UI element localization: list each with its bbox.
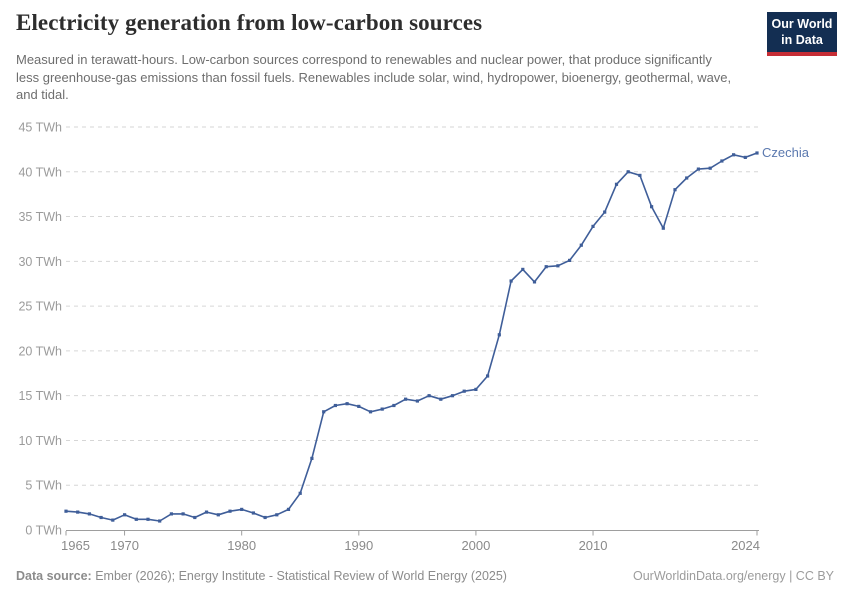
data-source-label: Data source: [16, 569, 92, 583]
data-point [638, 173, 642, 177]
data-point [322, 410, 326, 414]
data-source: Data source: Ember (2026); Energy Instit… [16, 569, 507, 583]
data-point [146, 517, 150, 521]
data-point [720, 159, 724, 163]
czechia-line [65, 152, 758, 522]
data-point [310, 456, 314, 460]
data-point [626, 170, 630, 174]
chart-footer: Data source: Ember (2026); Energy Instit… [16, 569, 834, 583]
data-source-text: Ember (2026); Energy Institute - Statist… [95, 569, 507, 583]
data-point [462, 389, 466, 393]
data-point [614, 182, 619, 186]
data-point [169, 512, 173, 516]
y-axis-label: 0 TWh [25, 524, 62, 538]
data-point [755, 151, 759, 155]
data-point [204, 510, 209, 514]
owid-logo-line2: in Data [781, 32, 823, 47]
data-point [650, 205, 654, 209]
y-axis-label: 45 TWh [18, 121, 62, 135]
data-point [743, 155, 747, 159]
data-point [251, 511, 255, 515]
y-axis-label: 35 TWh [18, 210, 62, 224]
data-point [427, 394, 431, 398]
data-point [123, 513, 127, 517]
data-point [556, 264, 560, 268]
data-point [333, 403, 337, 408]
data-point [134, 517, 138, 521]
x-axis-label: 1965 [61, 538, 90, 553]
data-point [591, 224, 595, 228]
data-point [732, 153, 736, 157]
data-point [275, 513, 279, 517]
data-point [603, 210, 607, 214]
data-point [240, 507, 244, 511]
owid-logo[interactable]: Our World in Data [767, 12, 837, 57]
data-point [298, 491, 302, 495]
x-axis-label: 2000 [461, 538, 490, 553]
data-point [532, 280, 537, 284]
data-point [99, 515, 103, 520]
y-axis-label: 40 TWh [18, 165, 62, 179]
series-label-czechia[interactable]: Czechia [762, 145, 809, 161]
x-axis-label: 1980 [227, 538, 256, 553]
data-point [158, 519, 162, 523]
data-point [708, 166, 712, 170]
data-point [474, 387, 478, 391]
data-point [685, 176, 689, 180]
owid-logo-line1: Our World [771, 17, 833, 31]
y-axis-label: 10 TWh [18, 434, 62, 448]
data-point [286, 507, 291, 511]
data-point [345, 402, 349, 406]
data-point [357, 404, 361, 408]
y-axis-label: 30 TWh [18, 255, 62, 269]
data-point [415, 399, 419, 403]
data-point [181, 512, 185, 516]
data-point [673, 188, 677, 192]
data-point [263, 515, 267, 520]
data-point [544, 265, 548, 269]
y-axis-label: 20 TWh [18, 344, 62, 358]
data-point [509, 279, 513, 283]
data-point [568, 258, 572, 262]
czechia-series[interactable] [64, 151, 759, 523]
y-axis-label: 25 TWh [18, 300, 62, 314]
data-point [193, 515, 197, 520]
data-point [216, 513, 220, 517]
data-point [87, 512, 91, 516]
data-point [696, 167, 700, 171]
data-point [579, 243, 583, 247]
x-axis-label: 1970 [110, 538, 139, 553]
x-axis-label: 1990 [344, 538, 373, 553]
x-axis-label: 2024 [731, 538, 760, 553]
y-axis-label: 15 TWh [18, 389, 62, 403]
data-point [450, 394, 455, 398]
y-axis-label: 5 TWh [25, 479, 62, 493]
data-point [661, 226, 665, 230]
data-point [486, 374, 490, 378]
data-point [368, 410, 373, 414]
data-point [380, 407, 384, 411]
data-point [439, 397, 443, 401]
footer-link[interactable]: OurWorldinData.org/energy | CC BY [632, 569, 834, 583]
data-point [76, 510, 80, 514]
page-title: Electricity generation from low-carbon s… [16, 10, 483, 35]
x-axis-label: 2010 [579, 538, 608, 553]
data-point [521, 267, 525, 271]
data-point [404, 397, 408, 401]
data-point [64, 509, 68, 513]
data-point [111, 518, 115, 522]
data-point [392, 403, 396, 408]
chart-subtitle: Measured in terawatt-hours. Low-carbon s… [16, 52, 732, 103]
data-point [228, 509, 232, 513]
data-point [497, 333, 501, 337]
